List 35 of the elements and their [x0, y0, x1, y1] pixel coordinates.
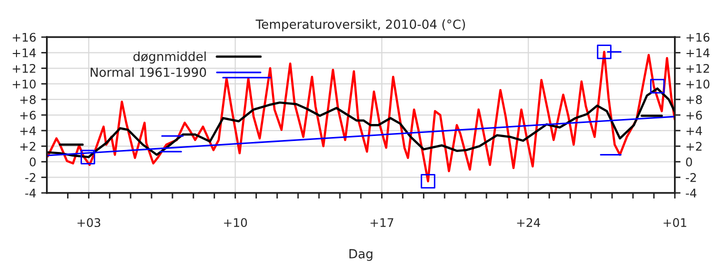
- y2-tick-label: 0: [686, 157, 692, 166]
- y-tick-label: +2: [20, 142, 36, 151]
- y2-tick-label: +4: [686, 126, 702, 136]
- point: [80, 150, 96, 164]
- y2-tick-label: +10: [686, 80, 710, 88]
- y-tick-label: +10: [12, 80, 36, 88]
- legend-label: døgnmiddel: [133, 51, 206, 64]
- legend-label: Normal 1961-1990: [90, 67, 206, 77]
- x-axis-title: Dag: [349, 249, 372, 261]
- y2-tick-label: +14: [686, 48, 710, 58]
- y-tick-label: 0: [30, 157, 36, 166]
- y2-tick-label: +12: [686, 64, 710, 73]
- point: [650, 78, 665, 94]
- x-tick-label: +24: [517, 218, 540, 227]
- x-tick-label: +10: [224, 218, 247, 228]
- y-tick-label: +16: [12, 32, 36, 42]
- y-tick-label: +6: [20, 110, 36, 120]
- y2-tick-label: +6: [686, 110, 702, 120]
- y-tick-label: -2: [25, 173, 36, 182]
- chart-title: Temperaturoversikt, 2010-04 (°C): [256, 19, 465, 32]
- y2-tick-label: -4: [686, 188, 696, 198]
- y-tick-label: +12: [12, 64, 36, 73]
- y2-tick-label: +8: [686, 95, 702, 104]
- x-tick-label: +03: [78, 218, 100, 228]
- y-tick-label: -4: [25, 188, 36, 198]
- y2-tick-label: +2: [686, 142, 702, 151]
- x-tick-label: +01: [664, 218, 686, 228]
- y2-tick-label: +16: [686, 32, 710, 42]
- y-tick-label: +14: [12, 48, 36, 58]
- point: [596, 44, 612, 60]
- x-tick-label: +17: [370, 218, 394, 227]
- y-tick-label: +8: [20, 95, 36, 104]
- y-tick-label: +4: [20, 126, 36, 136]
- y2-tick-label: -2: [686, 173, 696, 182]
- point: [420, 174, 436, 189]
